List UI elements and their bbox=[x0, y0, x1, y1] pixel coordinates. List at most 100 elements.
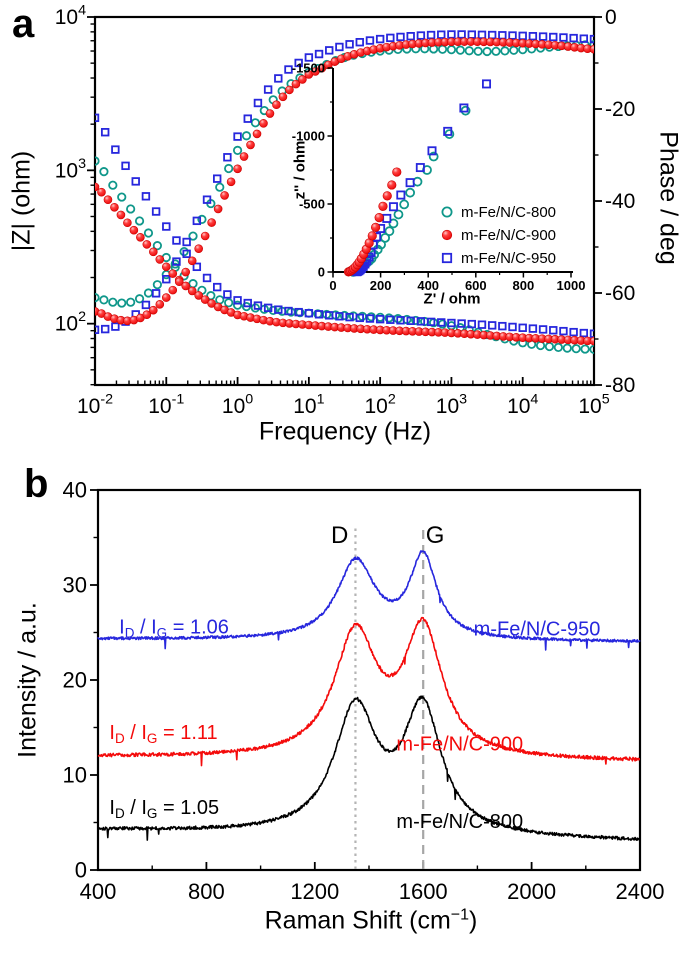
svg-text:-1000: -1000 bbox=[292, 129, 325, 144]
marker-circle-filled bbox=[441, 229, 453, 241]
marker-circle-open bbox=[99, 295, 109, 305]
marker-square-open bbox=[294, 307, 303, 317]
svg-text:400: 400 bbox=[80, 879, 117, 904]
marker-square-open bbox=[427, 146, 437, 156]
svg-text:100: 100 bbox=[222, 392, 253, 418]
svg-text:104: 104 bbox=[55, 3, 86, 29]
marker-square-open bbox=[243, 114, 252, 123]
marker-square-open bbox=[559, 326, 568, 336]
marker-square-open bbox=[549, 32, 558, 42]
marker-circle-filled bbox=[174, 277, 184, 287]
marker-square-open bbox=[589, 329, 594, 338]
bode-ylabel-right: Phase / deg bbox=[654, 131, 683, 265]
marker-circle-open bbox=[473, 46, 483, 56]
marker-circle-filled bbox=[168, 269, 178, 278]
marker-square-open bbox=[121, 161, 130, 171]
marker-square-open bbox=[325, 311, 334, 320]
svg-text:0: 0 bbox=[329, 278, 336, 293]
legend-label-m-Fe/N/C-950: m-Fe/N/C-950 bbox=[461, 250, 556, 267]
marker-circle-open bbox=[428, 151, 439, 162]
marker-circle-filled bbox=[246, 140, 255, 150]
raman-curve-m-Fe/N/C-800 bbox=[97, 695, 641, 841]
marker-square-open bbox=[325, 46, 334, 55]
ratio-label-m-Fe/N/C-800: ID / IG = 1.05 bbox=[109, 797, 219, 821]
marker-circle-open bbox=[339, 310, 350, 321]
nyquist-legend: m-Fe/N/C-800 m-Fe/N/C-900 m-Fe/N/C-950 bbox=[441, 204, 556, 267]
marker-circle-filled bbox=[181, 267, 191, 277]
ratio-label-m-Fe/N/C-950: ID / IG = 1.06 bbox=[119, 616, 229, 640]
marker-square-open bbox=[538, 32, 548, 41]
marker-square-open bbox=[386, 33, 395, 43]
marker-circle-filled bbox=[168, 285, 178, 295]
marker-circle-filled bbox=[298, 75, 307, 84]
marker-circle-open bbox=[405, 187, 416, 198]
svg-text:800: 800 bbox=[188, 879, 225, 904]
marker-circle-filled bbox=[155, 300, 165, 309]
marker-square-open bbox=[162, 222, 171, 231]
marker-circle-filled bbox=[103, 195, 113, 205]
marker-square-open bbox=[223, 290, 232, 299]
marker-circle-open bbox=[232, 300, 243, 310]
marker-square-open bbox=[487, 30, 497, 40]
svg-text:1600: 1600 bbox=[399, 879, 448, 904]
legend-label-m-Fe/N/C-900: m-Fe/N/C-900 bbox=[461, 227, 556, 244]
marker-square-open bbox=[345, 40, 354, 49]
marker-square-open bbox=[111, 145, 120, 154]
marker-circle-filled bbox=[142, 310, 152, 320]
marker-square-open bbox=[396, 316, 405, 325]
ratio-label-m-Fe/N/C-900: ID / IG = 1.11 bbox=[109, 722, 217, 746]
marker-circle-filled bbox=[272, 100, 281, 110]
bode-series-m-Fe/N/C-900 bbox=[95, 37, 594, 346]
marker-circle-open bbox=[143, 288, 154, 298]
nyquist-series-m-Fe/N/C-900 bbox=[343, 167, 402, 277]
marker-square-open bbox=[172, 236, 181, 245]
marker-square-open bbox=[151, 207, 161, 216]
marker-circle-filled bbox=[187, 286, 197, 296]
marker-square-open bbox=[100, 128, 110, 137]
svg-text:1200: 1200 bbox=[290, 879, 339, 904]
marker-circle-open bbox=[455, 45, 465, 55]
band-label-D: D bbox=[331, 522, 348, 549]
marker-circle-open bbox=[544, 341, 555, 352]
marker-square-open bbox=[345, 312, 354, 322]
marker-square-open bbox=[213, 174, 222, 183]
marker-square-open bbox=[477, 30, 487, 40]
marker-circle-open bbox=[224, 298, 234, 308]
marker-circle-filled bbox=[129, 225, 139, 235]
marker-square-open bbox=[559, 33, 568, 42]
marker-square-open bbox=[274, 74, 283, 83]
sample-label-m-Fe/N/C-900: m-Fe/N/C-900 bbox=[396, 733, 523, 755]
marker-square-open bbox=[263, 85, 273, 94]
svg-text:2000: 2000 bbox=[507, 879, 556, 904]
marker-square-open bbox=[95, 113, 100, 123]
marker-square-open bbox=[95, 325, 100, 334]
marker-circle-open bbox=[441, 206, 453, 218]
svg-text:800: 800 bbox=[513, 278, 535, 293]
svg-text:0: 0 bbox=[318, 265, 325, 280]
marker-square-open bbox=[508, 322, 517, 332]
marker-square-open bbox=[151, 289, 161, 298]
raman-xlabel-main: Raman Shift (cm bbox=[264, 906, 451, 935]
marker-circle-open bbox=[126, 204, 136, 214]
band-label-G: G bbox=[426, 522, 445, 549]
svg-text:-80: -80 bbox=[605, 374, 635, 397]
marker-circle-filled bbox=[95, 182, 100, 192]
sample-label-m-Fe/N/C-950: m-Fe/N/C-950 bbox=[474, 618, 601, 640]
marker-square-open bbox=[569, 327, 578, 337]
bode-plot-svg: 10-2 10-1 100 101 102 103 104 105 102 103 104 0 -20 -… bbox=[55, 3, 636, 418]
svg-text:30: 30 bbox=[63, 573, 87, 598]
marker-circle-open bbox=[388, 218, 399, 229]
marker-circle-filled bbox=[374, 213, 384, 223]
marker-square-open bbox=[141, 192, 151, 201]
marker-circle-filled bbox=[378, 201, 388, 211]
raman-xlabel-sup: −1 bbox=[450, 906, 470, 924]
marker-square-open bbox=[192, 262, 202, 272]
svg-text:103: 103 bbox=[55, 156, 86, 182]
marker-square-open bbox=[314, 49, 324, 59]
marker-square-open bbox=[415, 163, 425, 173]
svg-text:102: 102 bbox=[364, 392, 395, 418]
svg-text:600: 600 bbox=[465, 278, 487, 293]
marker-circle-open bbox=[553, 342, 563, 353]
marker-circle-filled bbox=[116, 210, 126, 220]
marker-square-open bbox=[498, 321, 507, 331]
